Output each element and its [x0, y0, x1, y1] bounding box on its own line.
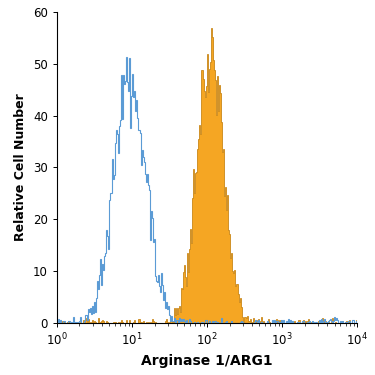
X-axis label: Arginase 1/ARG1: Arginase 1/ARG1 — [141, 354, 273, 368]
Y-axis label: Relative Cell Number: Relative Cell Number — [15, 93, 27, 241]
